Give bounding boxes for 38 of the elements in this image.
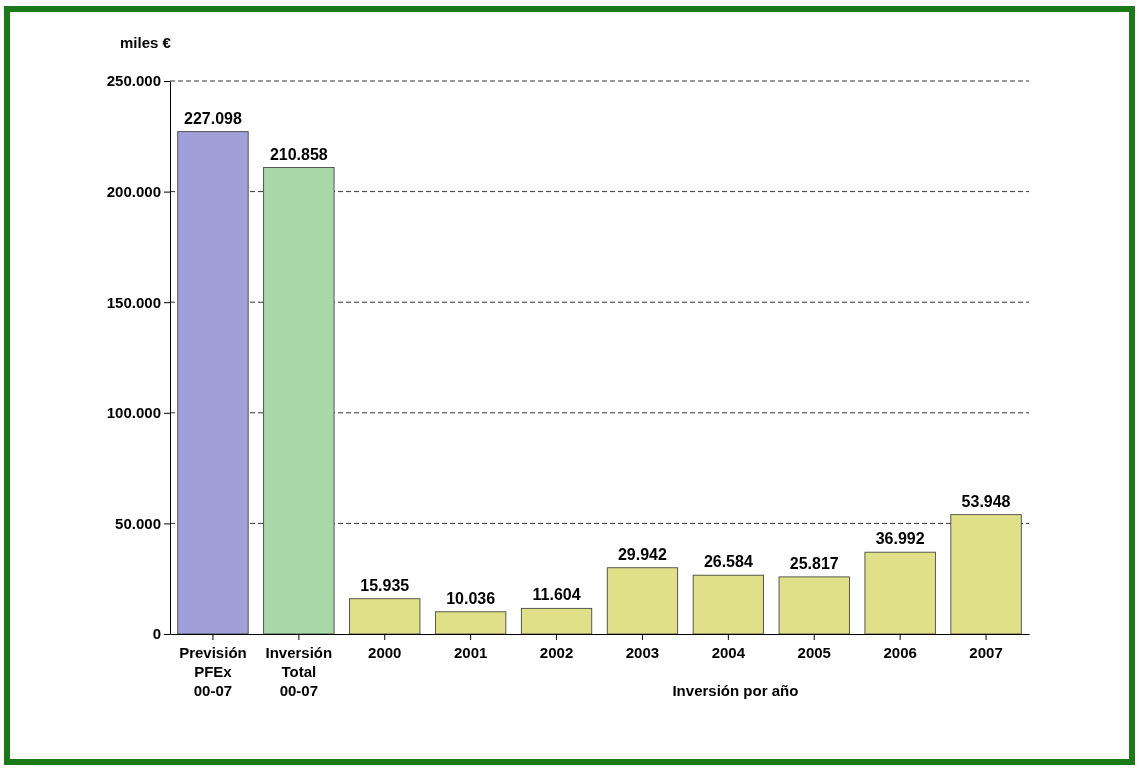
bar: [606, 567, 679, 635]
data-label: 15.935: [360, 576, 410, 594]
x-tick-label: 2007: [969, 644, 1003, 661]
bar: [263, 167, 335, 635]
bar: [778, 576, 850, 635]
x-axis-title: Inversión por año: [672, 682, 799, 699]
bar: [692, 574, 764, 635]
bar: [864, 551, 936, 635]
y-tick-label: 100.000: [106, 404, 161, 422]
bar: [520, 607, 593, 635]
x-tick-label: 2005: [797, 644, 831, 661]
bar: [177, 131, 249, 635]
x-tick-label: 2003: [625, 644, 660, 661]
data-label: 25.817: [789, 554, 839, 572]
data-label: 26.584: [703, 553, 753, 571]
x-tick-label: 2001: [453, 644, 488, 661]
bar: [349, 598, 421, 635]
x-tick-label: 2000: [368, 644, 402, 661]
y-axis-title: miles €: [120, 34, 172, 51]
data-label: 29.942: [617, 545, 668, 563]
bar: [950, 514, 1022, 635]
y-tick-label: 150.000: [106, 293, 161, 311]
data-label: 10.036: [446, 589, 496, 607]
x-tick-label: Inversión Total 00-07: [265, 644, 333, 699]
data-label: 36.992: [875, 530, 925, 548]
data-label: 53.948: [961, 492, 1011, 510]
x-tick-label: Previsión PFEx 00-07: [179, 644, 247, 699]
y-tick-label: 50.000: [115, 514, 161, 532]
data-label: 227.098: [184, 109, 242, 127]
y-tick-label: 0: [152, 625, 161, 643]
data-label: 210.858: [269, 145, 328, 163]
data-label: 11.604: [532, 586, 581, 604]
x-tick-label: 2002: [539, 644, 574, 661]
bar: [435, 611, 507, 635]
x-tick-label: 2006: [883, 644, 917, 661]
y-tick-label: 200.000: [106, 182, 161, 200]
x-tick-label: 2004: [711, 644, 746, 661]
y-tick-label: 250.000: [106, 72, 161, 90]
